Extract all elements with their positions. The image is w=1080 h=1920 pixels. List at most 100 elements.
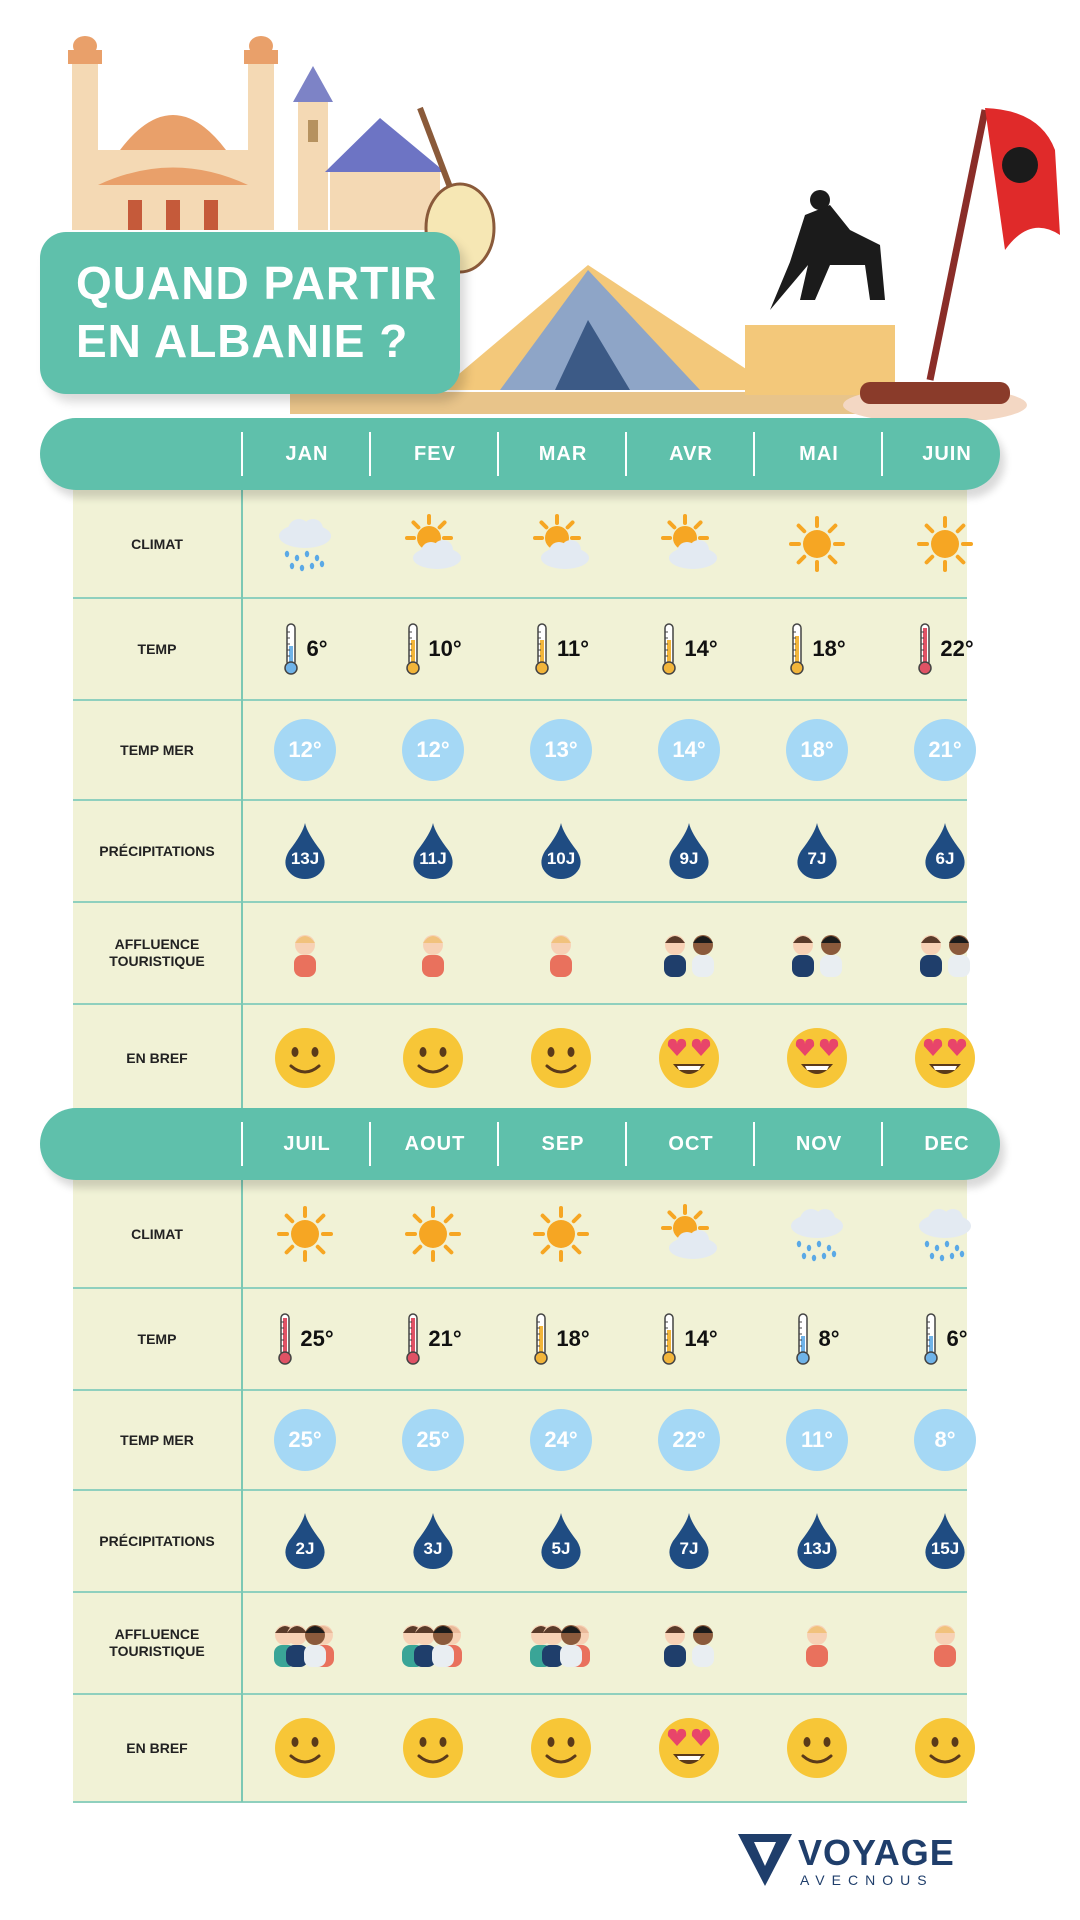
crowd-high-icon — [274, 1625, 334, 1667]
precipitation-days: 3J — [423, 1539, 443, 1558]
month-separator — [625, 432, 627, 476]
row-label-text: TEMP — [137, 640, 177, 657]
air-temperature: 11° — [556, 636, 590, 661]
smile-emoji — [531, 1028, 591, 1088]
cell-precip: 7J — [625, 1490, 753, 1592]
cell-mood — [497, 1004, 625, 1112]
month-separator — [497, 1122, 499, 1166]
cell-crowd — [625, 902, 753, 1004]
crowd-medium-icon — [664, 1625, 714, 1667]
cell-climat — [497, 490, 625, 598]
month-label: DEC — [924, 1133, 970, 1155]
sea-temperature-badge: 21° — [914, 719, 976, 781]
cell-precip: 13J — [753, 1490, 881, 1592]
cell-sea: 22° — [625, 1390, 753, 1490]
heart-eyes-emoji — [659, 1718, 719, 1778]
logo-sub-text: AVECNOUS — [800, 1872, 934, 1888]
smile-emoji — [403, 1028, 463, 1088]
month-label: MAI — [799, 443, 839, 465]
sun-icon — [789, 516, 845, 572]
rain-cloud-icon — [791, 1209, 843, 1262]
crowd-high-icon — [530, 1625, 590, 1667]
label-column-divider — [241, 1144, 243, 1802]
sun-behind-cloud-icon — [405, 514, 461, 569]
cell-mood — [625, 1694, 753, 1802]
cell-sea: 14° — [625, 700, 753, 800]
precipitation-days: 7J — [807, 849, 827, 868]
precipitation-drop-icon: 7J — [795, 821, 839, 881]
month-label: SEP — [541, 1133, 585, 1155]
thermometer-icon — [796, 1313, 811, 1365]
cell-precip: 3J — [369, 1490, 497, 1592]
row-divider — [73, 1287, 967, 1289]
cell-crowd — [241, 902, 369, 1004]
precipitation-drop-icon: 5J — [539, 1511, 583, 1571]
sea-temperature-badge: 25° — [402, 1409, 464, 1471]
month-separator — [369, 1122, 371, 1166]
precipitation-days: 7J — [679, 1539, 699, 1558]
cell-mood — [369, 1694, 497, 1802]
crowd-low-icon — [550, 935, 572, 977]
sun-icon — [533, 1206, 589, 1262]
air-temperature: 25° — [300, 1326, 334, 1351]
precipitation-drop-icon: 2J — [283, 1511, 327, 1571]
row-divider — [73, 699, 967, 701]
cell-mood — [497, 1694, 625, 1802]
cell-sea: 21° — [881, 700, 1009, 800]
month-label: FEV — [414, 443, 456, 465]
precipitation-drop-icon: 7J — [667, 1511, 711, 1571]
sea-temperature-badge: 25° — [274, 1409, 336, 1471]
row-sea: TEMP MER 25° 25° 24° 22° 11° 8° — [73, 1390, 976, 1491]
month-label: OCT — [668, 1133, 714, 1155]
thermometer-icon — [918, 623, 933, 675]
crowd-low-icon — [934, 1625, 956, 1667]
air-temperature: 10° — [428, 636, 462, 661]
air-temperature: 6° — [306, 636, 328, 661]
cell-climat — [241, 1180, 369, 1288]
sun-icon — [405, 1206, 461, 1262]
albania-flag-icon — [926, 108, 1060, 381]
cell-precip: 13J — [241, 800, 369, 902]
sea-temperature-badge: 12° — [402, 719, 464, 781]
crowd-low-icon — [806, 1625, 828, 1667]
month-header-bar: JUIL AOUT SEP OCT NOV DEC — [40, 1108, 1000, 1180]
precipitation-days: 9J — [679, 849, 699, 868]
cell-precip: 11J — [369, 800, 497, 902]
precipitation-drop-icon: 11J — [411, 821, 455, 881]
row-label: TEMP MER — [73, 1390, 241, 1490]
crowd-low-icon — [422, 935, 444, 977]
cell-climat — [753, 1180, 881, 1288]
row-label-text: PRÉCIPITATIONS — [99, 842, 215, 859]
cell-sea: 25° — [241, 1390, 369, 1490]
precipitation-days: 15J — [930, 1539, 960, 1558]
row-climat: CLIMAT — [73, 1180, 971, 1289]
month-label: MAR — [538, 443, 588, 465]
precipitation-drop-icon: 13J — [795, 1511, 839, 1571]
row-label-text: CLIMAT — [131, 1225, 183, 1242]
cell-temp: 6° — [881, 1288, 1009, 1390]
sea-temperature-badge: 12° — [274, 719, 336, 781]
crowd-low-icon — [294, 935, 316, 977]
sea-temperature-badge: 8° — [914, 1409, 976, 1471]
precipitation-drop-icon: 3J — [411, 1511, 455, 1571]
heart-eyes-emoji — [915, 1028, 975, 1088]
row-divider — [73, 1801, 967, 1803]
row-label-text: TOURISTIQUE — [109, 953, 205, 969]
sea-temperature-badge: 18° — [786, 719, 848, 781]
thermometer-icon — [662, 623, 677, 675]
air-temperature: 6° — [946, 1326, 968, 1351]
clock-tower-icon — [293, 66, 333, 230]
logo-brand-text: VOYAGE — [798, 1832, 955, 1873]
row-divider — [73, 1389, 967, 1391]
cell-temp: 8° — [753, 1288, 881, 1390]
row-divider — [73, 1693, 967, 1695]
row-temp: TEMP 25° 21° 18° 14° 8° 6° — [73, 1288, 968, 1391]
cell-climat — [369, 490, 497, 598]
precipitation-days: 10J — [546, 849, 576, 868]
cell-sea: 12° — [369, 700, 497, 800]
row-divider — [73, 901, 967, 903]
row-precip: PRÉCIPITATIONS 2J 3J 5J 7J 13J 15J — [73, 1490, 967, 1593]
precipitation-days: 6J — [935, 849, 955, 868]
logo-mark-icon — [738, 1834, 792, 1886]
cell-crowd — [497, 1592, 625, 1694]
